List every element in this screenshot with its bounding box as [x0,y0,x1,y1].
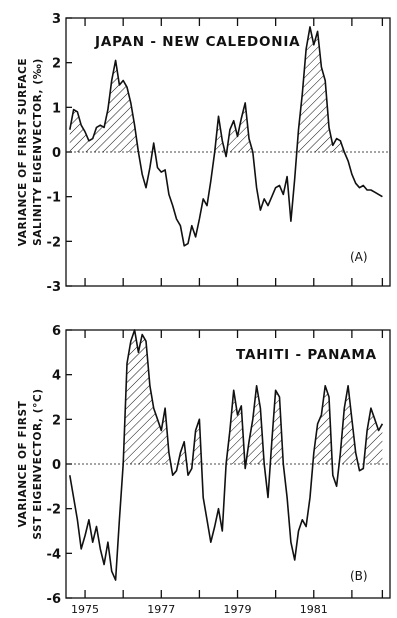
y-tick-label: -1 [47,191,61,206]
x-tick-label: 1981 [300,603,328,616]
x-tick-label: 1979 [224,603,252,616]
panel-b-y-ticks: 6 4 2 0 -2 -4 -6 [47,324,72,607]
y-tick-label: -3 [47,280,61,295]
panel-a-x-ticks [84,18,384,286]
panel-b-x-ticks: 1975 1977 1979 1981 [71,330,384,616]
y-tick-label: 2 [52,413,61,428]
panel-a-tag: (A) [350,250,368,264]
x-tick-label: 1975 [71,603,99,616]
panel-a-ylabel-1: VARIANCE OF FIRST SURFACE [17,58,29,246]
panel-b-ylabel-2: SST EIGENVECTOR, (°C) [32,388,44,539]
y-tick-label: 2 [52,57,61,72]
y-tick-label: 3 [52,12,61,27]
y-tick-label: -4 [47,547,61,562]
panel-a-y-ticks: 3 2 1 0 -1 -2 -3 [47,12,72,295]
panel-b-positive-hatch [123,330,383,464]
y-tick-label: 4 [52,369,61,384]
y-tick-label: -6 [47,592,61,607]
x-tick-label: 1977 [147,603,175,616]
y-tick-label: -2 [47,503,61,518]
panel-a-positive-hatch [69,26,345,152]
panel-b-title: TAHITI - PANAMA [236,347,377,363]
panel-b-ylabel-1: VARIANCE OF FIRST [17,400,29,527]
panel-a: 3 2 1 0 -1 -2 -3 JAPAN - NEW CALEDONIA (A) VAR… [17,12,391,295]
y-tick-label: 0 [52,146,61,161]
y-tick-label: -2 [47,235,61,250]
y-tick-label: 0 [52,458,61,473]
panel-a-ylabel-2: SALINITY EIGENVECTOR, (‰) [32,58,44,246]
y-tick-label: 6 [52,324,61,339]
panel-b: 6 4 2 0 -2 -4 -6 1975 1977 1979 1981 TAHITI - PAN… [17,324,391,616]
y-tick-label: 1 [52,101,61,116]
panel-a-series-line [69,26,383,247]
panel-b-series-line [69,329,384,581]
panel-a-title: JAPAN - NEW CALEDONIA [94,34,300,50]
panel-b-tag: (B) [350,569,368,583]
